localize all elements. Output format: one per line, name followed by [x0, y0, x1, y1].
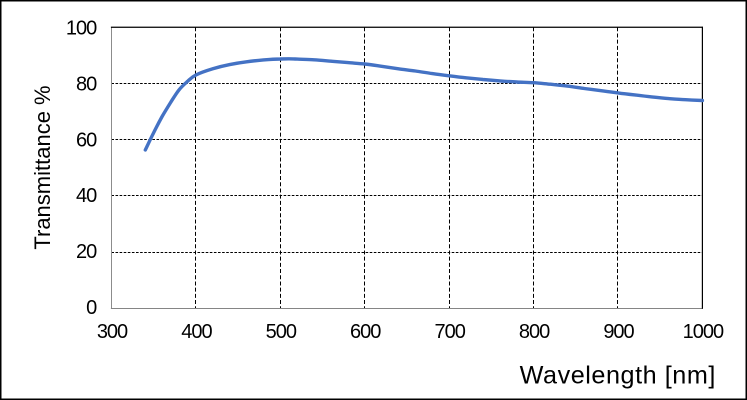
svg-text:400: 400 [181, 321, 212, 343]
svg-text:800: 800 [519, 321, 550, 343]
svg-text:Transmittance %: Transmittance % [30, 85, 55, 249]
svg-text:Wavelength [nm]: Wavelength [nm] [520, 362, 716, 390]
svg-text:60: 60 [76, 129, 97, 151]
svg-text:40: 40 [76, 185, 97, 207]
svg-text:300: 300 [97, 321, 128, 343]
svg-text:20: 20 [76, 241, 97, 263]
svg-text:100: 100 [66, 18, 97, 40]
svg-text:700: 700 [435, 321, 466, 343]
svg-text:600: 600 [350, 321, 381, 343]
svg-text:900: 900 [603, 321, 634, 343]
svg-text:0: 0 [86, 297, 97, 319]
svg-text:500: 500 [266, 321, 297, 343]
svg-text:80: 80 [76, 74, 97, 96]
svg-text:1000: 1000 [683, 321, 724, 343]
